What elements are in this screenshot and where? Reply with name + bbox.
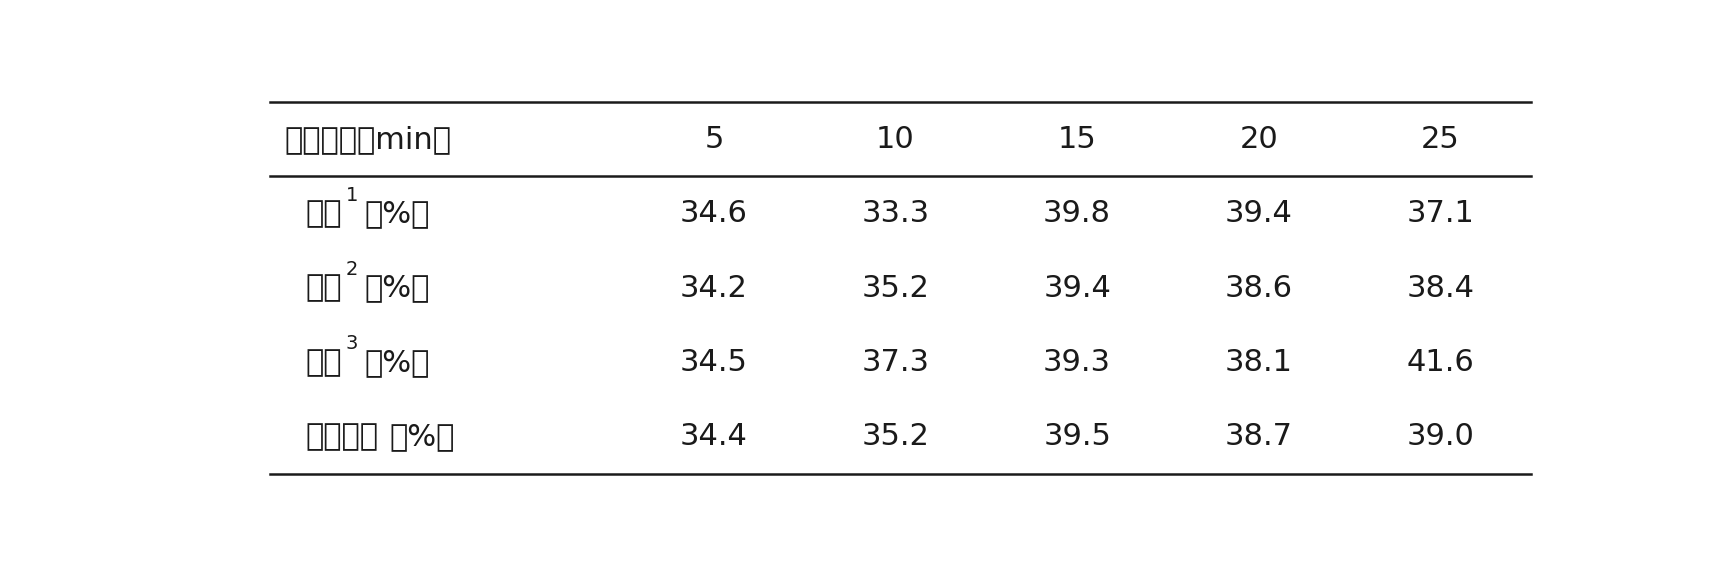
Text: 34.2: 34.2 [680,274,747,303]
Text: 41.6: 41.6 [1405,348,1474,377]
Text: 38.1: 38.1 [1225,348,1292,377]
Text: 25: 25 [1420,125,1458,154]
Text: 39.4: 39.4 [1225,199,1292,228]
Text: 2: 2 [346,260,358,279]
Text: 35.2: 35.2 [862,423,929,451]
Text: 37.1: 37.1 [1405,199,1474,228]
Text: （%）: （%） [365,274,431,303]
Text: 3: 3 [346,334,358,353]
Text: 33.3: 33.3 [862,199,929,228]
Text: 产率: 产率 [304,199,341,228]
Text: 1: 1 [346,185,358,205]
Text: （%）: （%） [389,423,455,451]
Text: 平均产率: 平均产率 [304,423,379,451]
Text: 39.8: 39.8 [1043,199,1111,228]
Text: 10: 10 [875,125,915,154]
Text: 15: 15 [1057,125,1095,154]
Text: 39.5: 39.5 [1043,423,1111,451]
Text: （%）: （%） [365,348,431,377]
Text: 5: 5 [704,125,723,154]
Text: 34.6: 34.6 [680,199,747,228]
Text: 39.4: 39.4 [1043,274,1111,303]
Text: 34.4: 34.4 [680,423,747,451]
Text: 35.2: 35.2 [862,274,929,303]
Text: 39.3: 39.3 [1043,348,1111,377]
Text: 辐射时间（min）: 辐射时间（min） [284,125,452,154]
Text: 38.6: 38.6 [1225,274,1292,303]
Text: 37.3: 37.3 [862,348,929,377]
Text: （%）: （%） [365,199,431,228]
Text: 产率: 产率 [304,274,341,303]
Text: 39.0: 39.0 [1405,423,1474,451]
Text: 产率: 产率 [304,348,341,377]
Text: 38.7: 38.7 [1225,423,1292,451]
Text: 20: 20 [1239,125,1277,154]
Text: 34.5: 34.5 [680,348,747,377]
Text: 38.4: 38.4 [1405,274,1474,303]
